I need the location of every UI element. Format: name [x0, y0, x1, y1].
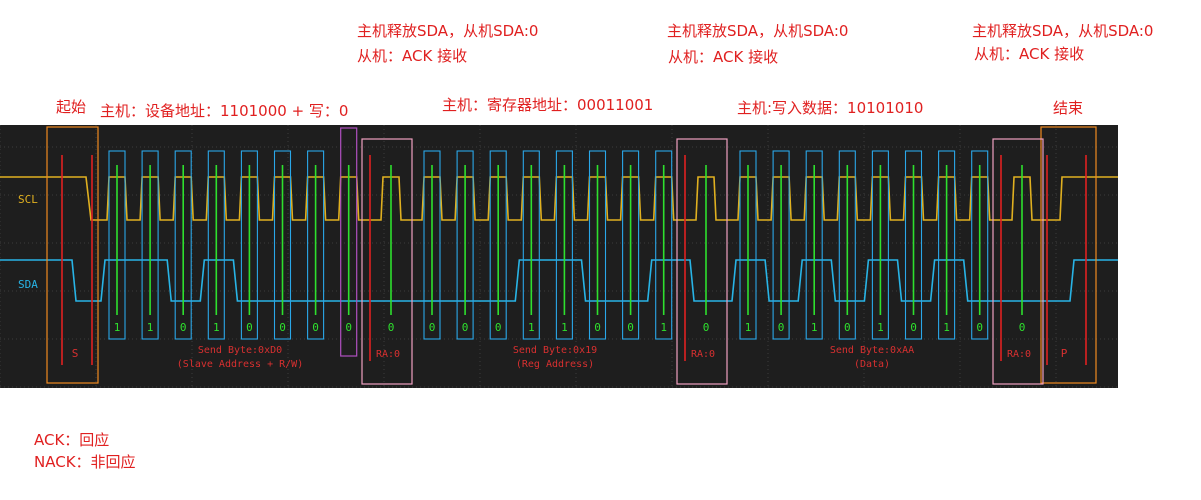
bit-box	[522, 150, 540, 340]
bit-value: 0	[495, 321, 502, 334]
ack-box	[992, 138, 1044, 385]
bit-box	[938, 150, 956, 340]
sda-channel-label: SDA	[18, 278, 38, 291]
slave-ack-label-2: 从机：ACK 接收	[668, 48, 779, 66]
bit-value: 0	[246, 321, 253, 334]
bit-value: 0	[462, 321, 469, 334]
byte-decode-subtitle: (Reg Address)	[516, 359, 594, 370]
byte-decode-subtitle: (Slave Address + R/W)	[177, 359, 303, 370]
bit-value: 1	[943, 321, 950, 334]
bit-box	[971, 150, 989, 340]
bit-value: 1	[561, 321, 568, 334]
start-marker-text: S	[72, 347, 79, 360]
bit-value: 0	[976, 321, 983, 334]
bit-value: 0	[594, 321, 601, 334]
decode-overlays: S P 1 1 0 1 0 0 0 0 0 RA:0 0 0 0 1 1 0 0 1 0 RA:0 1 0 1 0 1 0 1 0 0 RA:…	[46, 126, 1097, 385]
bit-box	[240, 150, 258, 340]
bit-box	[174, 150, 192, 340]
bit-value: 0	[279, 321, 286, 334]
ack-label: RA:0	[376, 349, 400, 360]
byte-decode-title: Send Byte:0x19	[513, 345, 597, 356]
stop-label: 结束	[1053, 99, 1084, 117]
bit-value: 0	[312, 321, 319, 334]
address-command-label: 主机：设备地址：1101000 + 写：0	[100, 102, 349, 120]
bit-value: 1	[877, 321, 884, 334]
byte-decode-title: Send Byte:0xD0	[198, 345, 282, 356]
bit-box	[108, 150, 126, 340]
bit-box	[141, 150, 159, 340]
legend-ack: ACK：回应	[34, 431, 110, 449]
bit-value: 0	[778, 321, 785, 334]
release-label-2: 主机释放SDA，从机SDA:0	[667, 22, 849, 40]
bit-value: 1	[660, 321, 667, 334]
data-command-label: 主机:写入数据：10101010	[737, 99, 924, 117]
scope-background	[0, 125, 1118, 388]
bit-value: 1	[811, 321, 818, 334]
ack-bit-value: 0	[1019, 321, 1026, 334]
ack-box	[676, 138, 728, 385]
bit-box	[588, 150, 607, 340]
bit-box	[655, 150, 673, 340]
bit-box	[555, 150, 573, 340]
bit-value: 1	[528, 321, 535, 334]
byte-decode-subtitle: (Data)	[854, 359, 890, 370]
bit-value: 1	[213, 321, 220, 334]
bit-value: 0	[345, 321, 352, 334]
bit-box	[871, 150, 889, 340]
stop-marker-text: P	[1061, 347, 1068, 360]
scl-channel-label: SCL	[18, 193, 38, 206]
ack-label: RA:0	[1007, 349, 1031, 360]
bit-value: 1	[147, 321, 154, 334]
bit-box	[207, 150, 225, 340]
bit-value: 1	[745, 321, 752, 334]
register-command-label: 主机：寄存器地址：00011001	[442, 96, 654, 114]
byte-decode-title: Send Byte:0xAA	[830, 345, 914, 356]
bit-box	[739, 150, 757, 340]
bit-box	[489, 150, 507, 340]
release-label-3: 主机释放SDA，从机SDA:0	[972, 22, 1154, 40]
stop-condition-box	[1040, 126, 1097, 384]
bit-box	[307, 150, 325, 340]
ack-box	[361, 138, 413, 385]
bit-value: 0	[910, 321, 917, 334]
bit-value: 0	[429, 321, 436, 334]
bit-value: 0	[844, 321, 851, 334]
rw-bit-box	[340, 127, 358, 357]
bit-box	[904, 150, 923, 340]
bit-box	[423, 150, 441, 340]
bit-box	[273, 150, 292, 340]
bit-value: 0	[627, 321, 634, 334]
bit-box	[805, 150, 823, 340]
bit-box	[622, 150, 640, 340]
release-label-1: 主机释放SDA，从机SDA:0	[357, 22, 539, 40]
start-label: 起始	[56, 98, 87, 116]
ack-label: RA:0	[691, 349, 715, 360]
bit-value: 0	[180, 321, 187, 334]
bit-box	[838, 150, 856, 340]
bit-box	[772, 150, 790, 340]
oscilloscope-capture: S P 1 1 0 1 0 0 0 0 0 RA:0 0 0 0 1 1 0 0 1 0 RA:0 1 0 1 0 1 0 1 0 0 RA:…	[0, 125, 1118, 388]
bit-value: 1	[114, 321, 121, 334]
legend-nack: NACK：非回应	[34, 453, 136, 471]
ack-bit-value: 0	[388, 321, 395, 334]
bit-box	[456, 150, 474, 340]
start-condition-box	[46, 126, 99, 384]
slave-ack-label-3: 从机：ACK 接收	[974, 45, 1085, 63]
ack-bit-value: 0	[703, 321, 710, 334]
slave-ack-label-1: 从机：ACK 接收	[357, 47, 468, 65]
sda-waveform	[0, 259, 1118, 302]
